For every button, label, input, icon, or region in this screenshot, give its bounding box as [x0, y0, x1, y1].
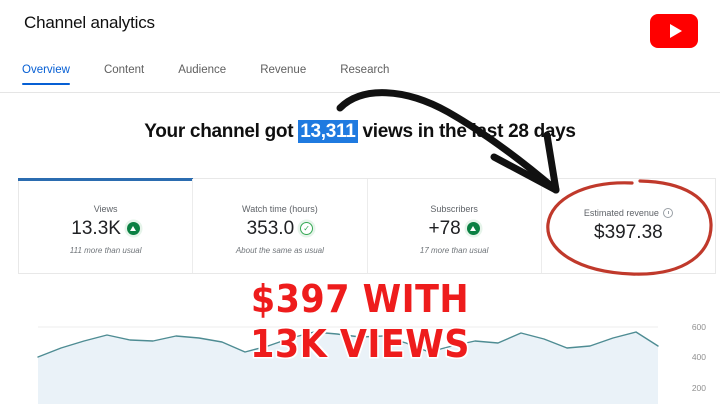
metric-value-row: 13.3K	[71, 218, 140, 240]
play-triangle-icon	[669, 24, 682, 38]
tab-revenue[interactable]: Revenue	[260, 64, 307, 76]
metric-card-watch-time[interactable]: Watch time (hours) 353.0 ✓ About the sam…	[192, 179, 366, 273]
trend-same-check-icon: ✓	[300, 222, 314, 235]
views-chart-svg	[37, 326, 659, 404]
y-tick-600: 600	[691, 322, 706, 332]
youtube-logo-icon	[650, 14, 698, 48]
clock-icon	[662, 208, 673, 218]
metric-value-row: $397.38	[594, 222, 663, 244]
metric-value-row: +78	[429, 218, 480, 240]
metric-value: +78	[428, 217, 461, 239]
y-tick-200: 200	[691, 383, 706, 393]
tab-audience[interactable]: Audience	[178, 64, 227, 76]
metric-label-row: Estimated revenue	[584, 208, 673, 218]
chart-line	[37, 331, 659, 358]
y-tick-400: 400	[691, 352, 706, 362]
page-title: Channel analytics	[24, 13, 155, 32]
chart-area-fill	[38, 332, 658, 404]
metric-label: Estimated revenue	[583, 208, 659, 218]
trend-up-icon	[126, 222, 140, 235]
metric-card-estimated-revenue[interactable]: Estimated revenue $397.38	[540, 179, 715, 273]
tab-overview[interactable]: Overview	[22, 64, 70, 85]
trend-up-icon	[466, 222, 480, 235]
metric-value: $397.38	[594, 222, 663, 243]
metric-subtext: 111 more than usual	[69, 245, 142, 255]
metric-value: 353.0	[246, 217, 295, 239]
headline: Your channel got 13,311 views in the las…	[0, 120, 720, 143]
headline-prefix: Your channel got	[144, 121, 299, 142]
metric-card-subscribers[interactable]: Subscribers +78 17 more than usual	[366, 179, 541, 273]
headline-suffix: views in the last 28 days	[357, 121, 576, 142]
metric-subtext: 17 more than usual	[419, 245, 489, 255]
headline-highlighted-views[interactable]: 13,311	[298, 120, 358, 143]
tab-content[interactable]: Content	[103, 64, 145, 76]
analytics-tabs: Overview Content Audience Revenue Resear…	[22, 64, 423, 85]
views-chart[interactable]: 600 400 200	[18, 300, 716, 404]
tabs-divider	[0, 92, 720, 93]
metric-card-views[interactable]: Views 13.3K 111 more than usual	[17, 178, 194, 273]
metric-value-row: 353.0 ✓	[247, 218, 314, 240]
metric-label: Subscribers	[430, 203, 478, 214]
chart-y-axis: 600 400 200	[678, 300, 712, 404]
metric-cards: Views 13.3K 111 more than usual Watch ti…	[17, 178, 716, 274]
metric-subtext: About the same as usual	[235, 245, 324, 255]
metric-label: Watch time (hours)	[242, 203, 318, 214]
tab-research[interactable]: Research	[340, 64, 390, 76]
metric-value: 13.3K	[71, 217, 121, 239]
metric-label: Views	[93, 203, 118, 214]
